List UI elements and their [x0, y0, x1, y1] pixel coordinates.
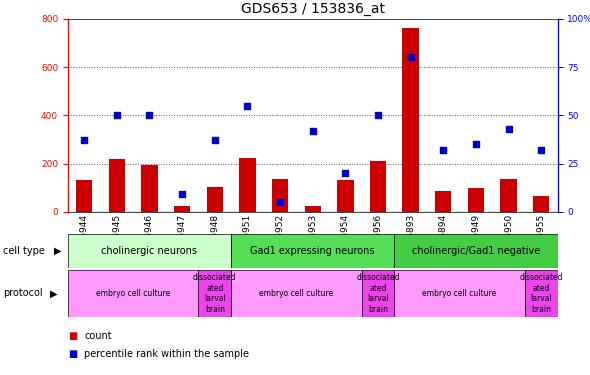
Text: GSM16951: GSM16951: [243, 214, 252, 263]
Bar: [109, 159, 125, 212]
Text: dissociated
ated
larval
brain: dissociated ated larval brain: [193, 273, 237, 314]
Text: ▶: ▶: [54, 246, 62, 256]
Text: dissociated
ated
larval
brain: dissociated ated larval brain: [356, 273, 400, 314]
Text: GSM16950: GSM16950: [504, 214, 513, 263]
Bar: [304, 206, 321, 212]
Text: cell type: cell type: [3, 246, 45, 256]
Point: [438, 147, 448, 153]
Text: GSM16956: GSM16956: [373, 214, 382, 263]
Bar: [206, 186, 223, 212]
Text: GSM16944: GSM16944: [80, 214, 88, 263]
Bar: [525, 270, 558, 317]
Point: [112, 112, 122, 118]
Bar: [142, 165, 158, 212]
Bar: [231, 270, 362, 317]
Bar: [198, 270, 231, 317]
Bar: [394, 270, 525, 317]
Point: [504, 126, 513, 132]
Point: [80, 137, 89, 143]
Text: GSM16945: GSM16945: [112, 214, 122, 263]
Text: GSM16949: GSM16949: [471, 214, 480, 263]
Bar: [468, 188, 484, 212]
Point: [340, 170, 350, 176]
Text: GSM16955: GSM16955: [537, 214, 546, 263]
Bar: [394, 234, 558, 268]
Title: GDS653 / 153836_at: GDS653 / 153836_at: [241, 2, 385, 16]
Text: GSM16948: GSM16948: [210, 214, 219, 263]
Point: [178, 192, 187, 198]
Text: cholinergic neurons: cholinergic neurons: [101, 246, 198, 256]
Bar: [337, 180, 353, 212]
Point: [210, 137, 219, 143]
Bar: [68, 270, 198, 317]
Bar: [435, 191, 451, 212]
Text: embryo cell culture: embryo cell culture: [422, 289, 497, 298]
Text: percentile rank within the sample: percentile rank within the sample: [84, 350, 250, 359]
Text: protocol: protocol: [3, 288, 42, 298]
Bar: [231, 234, 394, 268]
Text: embryo cell culture: embryo cell culture: [96, 289, 171, 298]
Point: [471, 141, 481, 147]
Text: GSM16894: GSM16894: [439, 214, 448, 263]
Bar: [500, 179, 517, 212]
Text: GSM16952: GSM16952: [276, 214, 284, 263]
Point: [373, 112, 383, 118]
Text: GSM16954: GSM16954: [341, 214, 350, 263]
Bar: [68, 234, 231, 268]
Text: GSM16953: GSM16953: [308, 214, 317, 263]
Bar: [174, 206, 190, 212]
Text: embryo cell culture: embryo cell culture: [259, 289, 333, 298]
Bar: [272, 179, 288, 212]
Text: GSM16946: GSM16946: [145, 214, 154, 263]
Point: [308, 128, 317, 134]
Point: [406, 54, 415, 60]
Point: [536, 147, 546, 153]
Point: [242, 103, 252, 109]
Bar: [362, 270, 394, 317]
Point: [145, 112, 154, 118]
Text: GSM16947: GSM16947: [178, 214, 186, 263]
Text: cholinergic/Gad1 negative: cholinergic/Gad1 negative: [412, 246, 540, 256]
Bar: [240, 158, 255, 212]
Point: [276, 199, 285, 205]
Text: ■: ■: [68, 331, 77, 340]
Bar: [533, 196, 549, 212]
Text: Gad1 expressing neurons: Gad1 expressing neurons: [250, 246, 375, 256]
Bar: [76, 180, 92, 212]
Text: ▶: ▶: [50, 288, 58, 298]
Text: count: count: [84, 331, 112, 340]
Bar: [402, 28, 419, 212]
Text: dissociated
ated
larval
brain: dissociated ated larval brain: [519, 273, 563, 314]
Text: GSM16893: GSM16893: [406, 214, 415, 263]
Text: ■: ■: [68, 350, 77, 359]
Bar: [370, 161, 386, 212]
